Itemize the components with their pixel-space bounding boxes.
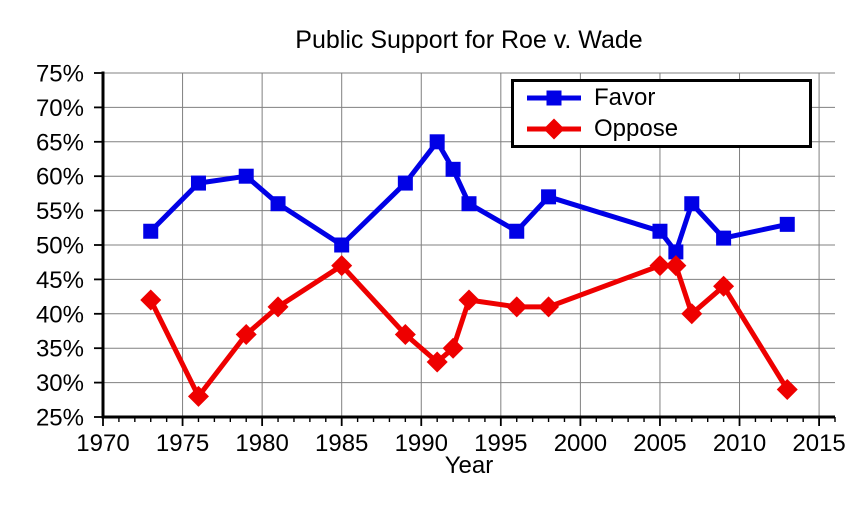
x-tick-label: 2015 [792,430,845,457]
oppose-marker [665,255,687,277]
legend-item-oppose: Oppose [514,114,809,146]
x-tick-label: 2010 [713,430,766,457]
oppose-marker [267,296,289,318]
oppose-marker [394,323,416,345]
x-tick-label: 1975 [156,430,209,457]
y-tick-label: 75% [36,61,84,88]
favor-marker [684,196,700,212]
x-tick-label: 1970 [76,430,129,457]
y-tick-label: 60% [36,164,84,191]
legend-item-favor: Favor [514,82,809,114]
favor-marker [541,189,557,205]
oppose-marker [776,378,798,400]
favor-marker [143,223,159,239]
oppose-marker [442,337,464,359]
y-tick-label: 70% [36,95,84,122]
favor-marker [334,237,350,253]
favor-marker [429,134,445,150]
oppose-marker [235,323,257,345]
oppose-marker [140,289,162,311]
x-axis-title: Year [444,452,494,479]
oppose-line-marker-icon [527,118,581,140]
oppose-marker [426,351,448,373]
favor-marker [445,161,461,177]
favor-line-marker-icon [527,90,581,106]
favor-marker [190,175,206,191]
oppose-marker [538,296,560,318]
y-tick-label: 25% [36,405,84,432]
favor-marker [668,244,684,260]
favor-marker [509,223,525,239]
oppose-marker [506,296,528,318]
oppose-marker [649,255,671,277]
oppose-marker [187,385,209,407]
favor-marker [461,196,477,212]
favor-marker [238,168,254,184]
y-tick-label: 55% [36,198,84,225]
y-tick-label: 35% [36,336,84,363]
oppose-marker [331,255,353,277]
chart-title: Public Support for Roe v. Wade [295,26,643,54]
legend-label-favor: Favor [594,83,656,111]
oppose-marker [713,275,735,297]
legend: Favor Oppose [511,79,812,148]
favor-line [148,139,790,255]
favor-marker [779,216,795,232]
x-tick-label: 1985 [315,430,368,457]
x-tick-label: 1990 [395,430,448,457]
favor-marker [270,196,286,212]
y-tick-label: 40% [36,301,84,328]
y-tick-label: 65% [36,129,84,156]
legend-label-oppose: Oppose [594,115,679,143]
x-tick-label: 2005 [633,430,686,457]
oppose-marker [458,289,480,311]
favor-marker [716,230,732,246]
favor-marker [397,175,413,191]
x-tick-label: 1980 [235,430,288,457]
x-tick-label: 2000 [554,430,607,457]
oppose-line [148,263,790,399]
y-tick-label: 50% [36,233,84,260]
favor-marker [652,223,668,239]
oppose-marker [681,303,703,325]
y-tick-label: 30% [36,370,84,397]
x-tick-label: 1995 [474,430,527,457]
y-tick-label: 45% [36,267,84,294]
